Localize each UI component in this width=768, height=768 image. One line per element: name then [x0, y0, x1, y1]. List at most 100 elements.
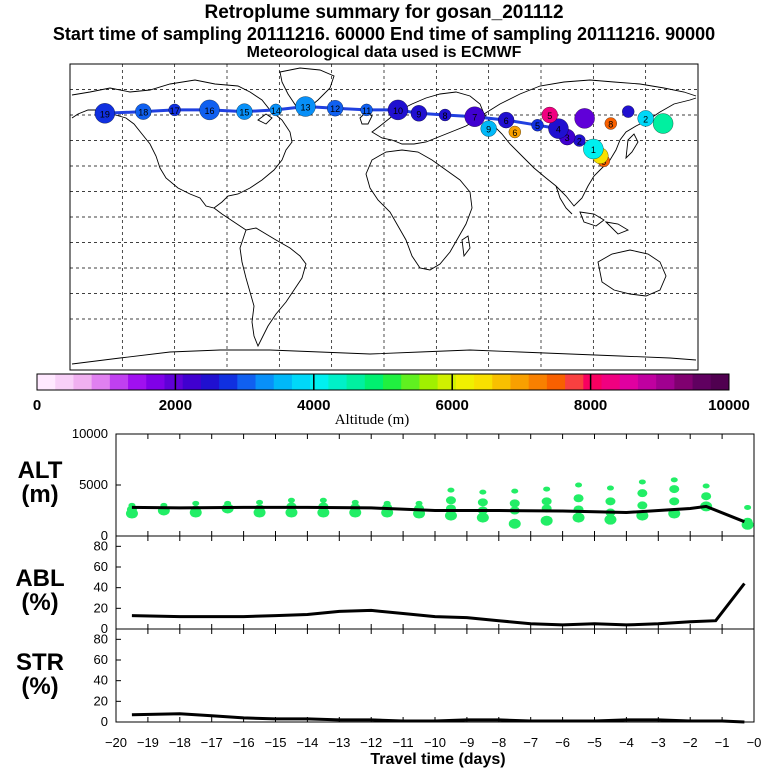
plume-marker	[94, 103, 116, 124]
x-tick-label: −13	[328, 735, 350, 750]
altitude-dot	[479, 489, 487, 495]
y-tick-label: 80	[94, 538, 108, 553]
colorbar-cell	[328, 374, 348, 390]
plume-marker-label: 1	[591, 145, 596, 155]
colorbar-cell	[37, 374, 56, 390]
altitude-dot	[543, 486, 551, 492]
colorbar-cell	[565, 374, 584, 390]
colorbar-label: Altitude (m)	[335, 412, 410, 428]
abl-line	[131, 582, 746, 627]
colorbar-cell	[437, 374, 457, 390]
colorbar-cell	[619, 374, 639, 390]
x-tick-label: −12	[360, 735, 382, 750]
plume-marker-label: 16	[205, 106, 215, 116]
altitude-dot	[253, 507, 266, 518]
plume-marker	[548, 118, 569, 139]
colorbar-cell	[109, 374, 129, 390]
world-map: 01234567891011121314151617181985269	[69, 63, 699, 371]
plume-marker-label: 8	[443, 111, 448, 121]
plume-marker-label: 2	[577, 137, 582, 147]
x-tick-label: −2	[683, 735, 698, 750]
plume-marker-label: 11	[362, 106, 371, 116]
altitude-dot	[638, 479, 646, 485]
altitude-dot	[317, 507, 330, 518]
x-tick-label: −5	[587, 735, 602, 750]
colorbar-cell	[346, 374, 366, 390]
colorbar-cell	[474, 374, 493, 390]
plume-marker-label: 5	[535, 121, 540, 131]
y-tick-label: 40	[94, 673, 108, 688]
colorbar-tick-label: 10000	[708, 397, 750, 414]
colorbar-tick-label: 0	[33, 397, 41, 414]
plume-marker-label: 17	[170, 106, 180, 116]
altitude-dot	[476, 512, 489, 523]
y-tick-label: 80	[94, 631, 108, 646]
x-tick-label: −10	[424, 735, 446, 750]
plume-marker	[574, 108, 595, 129]
colorbar-cell	[601, 374, 621, 390]
y-tick-label: 5000	[79, 477, 108, 492]
x-tick-label: −4	[619, 735, 634, 750]
plume-marker	[531, 119, 544, 132]
x-tick-label: −11	[393, 735, 414, 750]
x-axis-title: Travel time (days)	[370, 751, 505, 768]
colorbar-cell	[455, 374, 475, 390]
plume-marker	[652, 113, 674, 134]
y-tick-label: 0	[101, 528, 108, 543]
altitude-dot	[125, 508, 138, 519]
altitude-dot	[637, 489, 648, 498]
colorbar-cell	[164, 374, 184, 390]
plume-marker	[360, 103, 373, 117]
x-tick-label: −15	[264, 735, 286, 750]
colorbar-cell	[73, 374, 93, 390]
colorbar-cell	[656, 374, 675, 390]
altitude-dot	[319, 497, 327, 503]
altitude-dot	[741, 519, 754, 530]
y-tick-label: 0	[101, 714, 108, 729]
plume-marker-label: 12	[330, 104, 340, 114]
alt-panel-frame	[115, 433, 755, 537]
plume-marker	[199, 99, 220, 121]
plume-marker-label: 9	[416, 109, 421, 119]
altitude-dot	[637, 501, 648, 510]
colorbar-cell	[583, 374, 603, 390]
plume-marker-label: 4	[556, 125, 561, 135]
plume-marker	[464, 106, 485, 127]
plume-marker-label: 19	[100, 109, 110, 119]
colorbar-cell	[546, 374, 566, 390]
colorbar-cell	[219, 374, 238, 390]
x-tick-label: −14	[296, 735, 318, 750]
alt-mean-line	[131, 504, 745, 524]
altitude-dot	[606, 485, 614, 491]
y-tick-label: 20	[94, 693, 108, 708]
plume-marker-label: 15	[239, 108, 249, 118]
plume-marker	[168, 103, 181, 117]
abl-panel-unit: (%)	[21, 589, 58, 616]
colorbar-tick-label: 8000	[574, 397, 607, 414]
plume-marker	[480, 120, 497, 137]
altitude-dot	[744, 504, 752, 510]
x-tick-label: −9	[459, 735, 474, 750]
plume-marker-label: 14	[271, 106, 281, 116]
x-tick-label: −18	[169, 735, 191, 750]
plume-marker	[387, 99, 409, 121]
colorbar-cell	[383, 374, 402, 390]
altitude-dot	[508, 518, 521, 529]
colorbar-cell	[273, 374, 293, 390]
plume-marker	[541, 106, 558, 124]
colorbar-cell	[310, 374, 329, 390]
met-data-note: Meteorological data used is ECMWF	[246, 44, 522, 61]
colorbar-cell	[200, 374, 220, 390]
plume-marker	[295, 96, 316, 117]
altitude-dot	[189, 507, 202, 518]
str-panel-frame	[115, 628, 755, 723]
colorbar-cell	[255, 374, 275, 390]
altitude-dot	[256, 499, 264, 505]
plume-marker	[583, 138, 604, 160]
x-tick-label: −0	[747, 735, 762, 750]
plume-marker	[410, 105, 428, 122]
sampling-times: Start time of sampling 20111216. 60000 E…	[52, 24, 716, 44]
colorbar-tick-label: 6000	[436, 397, 469, 414]
chart-title: Retroplume summary for gosan_201112	[204, 2, 564, 23]
